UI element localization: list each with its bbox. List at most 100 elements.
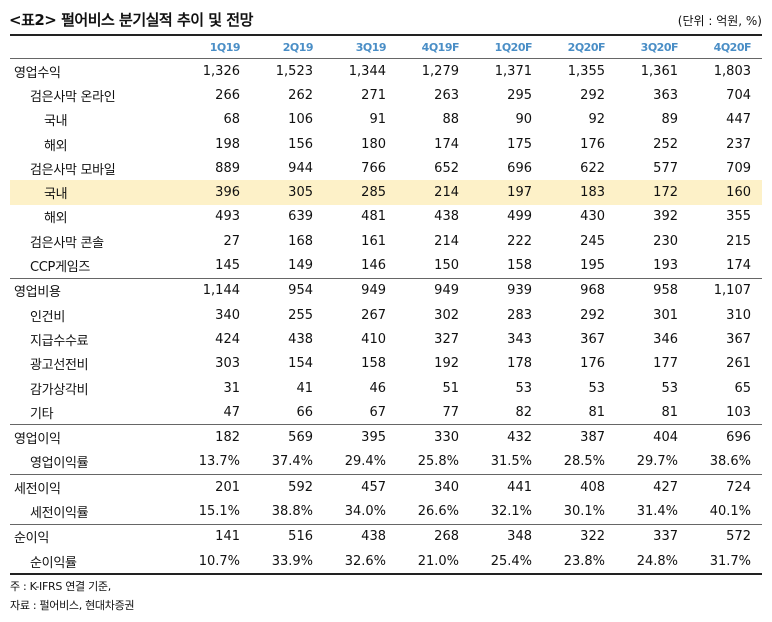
value-cell: 88 — [442, 112, 459, 128]
value-cell: 92 — [588, 112, 605, 128]
value-cell: 23.8% — [543, 548, 616, 576]
value-cell: 271 — [361, 87, 386, 103]
table-row: 검은사막 모바일 889 944 766 652 696 622 577 709 — [10, 156, 762, 180]
value-cell: 622 — [580, 160, 605, 176]
row-label: 세전이익 — [10, 474, 178, 500]
value-cell: 499 — [507, 209, 532, 225]
footnote: 주 : K-IFRS 연결 기준, — [10, 580, 111, 593]
value-cell: 215 — [726, 233, 751, 249]
value-cell: 177 — [653, 356, 678, 372]
row-label: 국내 — [10, 180, 178, 205]
table-row: 순이익 141 516 438 268 348 322 337 572 — [10, 523, 762, 549]
table-row: 영업이익 182 569 395 330 432 387 404 696 — [10, 424, 762, 450]
value-cell: 438 — [434, 209, 459, 225]
col-header: 2Q20F — [543, 34, 616, 59]
value-cell: 214 — [434, 233, 459, 249]
table-row: 세전이익 201 592 457 340 441 408 427 724 — [10, 474, 762, 500]
value-cell: 252 — [653, 136, 678, 152]
value-cell: 387 — [543, 424, 616, 450]
value-cell: 267 — [361, 307, 386, 323]
row-label: 감가상각비 — [30, 382, 89, 398]
value-cell: 174 — [726, 258, 751, 274]
value-cell: 408 — [543, 474, 616, 500]
value-cell: 268 — [397, 523, 470, 549]
value-cell: 193 — [653, 258, 678, 274]
value-cell: 457 — [324, 474, 397, 500]
value-cell: 25.4% — [470, 548, 543, 576]
value-cell: 410 — [361, 331, 386, 347]
value-cell: 68 — [223, 112, 240, 128]
row-label: 해외 — [44, 138, 68, 154]
value-cell: 31.4% — [636, 503, 678, 519]
value-cell: 303 — [215, 356, 240, 372]
value-cell: 32.6% — [324, 548, 397, 576]
table-row: 광고선전비 303 154 158 192 178 176 177 261 — [10, 352, 762, 376]
value-cell: 949 — [324, 277, 397, 303]
value-cell: 90 — [515, 112, 532, 128]
value-cell: 82 — [515, 404, 532, 420]
row-label: 국내 — [44, 114, 68, 130]
value-cell: 292 — [580, 307, 605, 323]
row-label: 세전이익률 — [30, 505, 89, 521]
row-label: 검은사막 온라인 — [30, 89, 116, 105]
value-cell: 343 — [507, 331, 532, 347]
table-row: 순이익률 10.7% 33.9% 32.6% 21.0% 25.4% 23.8% 24.8% 3… — [10, 548, 762, 576]
row-label: 검은사막 콘솔 — [30, 235, 104, 251]
source-note: 자료 : 펄어비스, 현대차증권 — [10, 599, 135, 612]
table-row: 지급수수료 424 438 410 327 343 367 346 367 — [10, 327, 762, 351]
value-cell: 89 — [661, 112, 678, 128]
value-cell: 41 — [296, 380, 313, 396]
value-cell: 696 — [689, 424, 762, 450]
value-cell: 367 — [726, 331, 751, 347]
value-cell: 15.1% — [198, 503, 240, 519]
value-cell: 481 — [361, 209, 386, 225]
value-cell: 230 — [653, 233, 678, 249]
value-cell: 27 — [223, 233, 240, 249]
value-cell: 161 — [361, 233, 386, 249]
value-cell: 24.8% — [616, 548, 689, 576]
value-cell: 47 — [223, 404, 240, 420]
value-cell: 53 — [661, 380, 678, 396]
table-row: CCP게임즈 145 149 146 150 158 195 193 174 — [10, 253, 762, 278]
row-label: 해외 — [44, 211, 68, 227]
value-cell: 441 — [470, 474, 543, 500]
value-cell: 572 — [689, 523, 762, 549]
value-cell: 183 — [543, 180, 616, 205]
table-row: 해외 198 156 180 174 175 176 252 237 — [10, 132, 762, 156]
value-cell: 81 — [588, 404, 605, 420]
value-cell: 145 — [215, 258, 240, 274]
row-label: CCP게임즈 — [30, 260, 91, 276]
value-cell: 46 — [369, 380, 386, 396]
value-cell: 516 — [251, 523, 324, 549]
col-header: 3Q19 — [324, 34, 397, 59]
value-cell: 968 — [543, 277, 616, 303]
value-cell: 363 — [653, 87, 678, 103]
value-cell: 1,344 — [348, 63, 386, 79]
value-cell: 158 — [507, 258, 532, 274]
value-cell: 305 — [251, 180, 324, 205]
col-header: 1Q20F — [470, 34, 543, 59]
value-cell: 1,326 — [202, 63, 240, 79]
value-cell: 367 — [580, 331, 605, 347]
header-row: 1Q19 2Q19 3Q19 4Q19F 1Q20F 2Q20F 3Q20F 4… — [10, 34, 762, 59]
table-row: 검은사막 온라인 266 262 271 263 295 292 363 704 — [10, 83, 762, 107]
table-row: 검은사막 콘솔 27 168 161 214 222 245 230 215 — [10, 229, 762, 253]
value-cell: 709 — [726, 160, 751, 176]
table-row: 감가상각비 31 41 46 51 53 53 53 65 — [10, 376, 762, 400]
value-cell: 38.8% — [271, 503, 313, 519]
row-label: 인건비 — [30, 309, 65, 325]
value-cell: 174 — [434, 136, 459, 152]
value-cell: 432 — [470, 424, 543, 450]
value-cell: 198 — [215, 136, 240, 152]
value-cell: 302 — [434, 307, 459, 323]
value-cell: 292 — [580, 87, 605, 103]
value-cell: 261 — [726, 356, 751, 372]
value-cell: 29.7% — [636, 454, 678, 470]
col-header: 2Q19 — [251, 34, 324, 59]
value-cell: 348 — [470, 523, 543, 549]
value-cell: 724 — [689, 474, 762, 500]
value-cell: 283 — [507, 307, 532, 323]
value-cell: 237 — [726, 136, 751, 152]
value-cell: 266 — [215, 87, 240, 103]
value-cell: 295 — [507, 87, 532, 103]
